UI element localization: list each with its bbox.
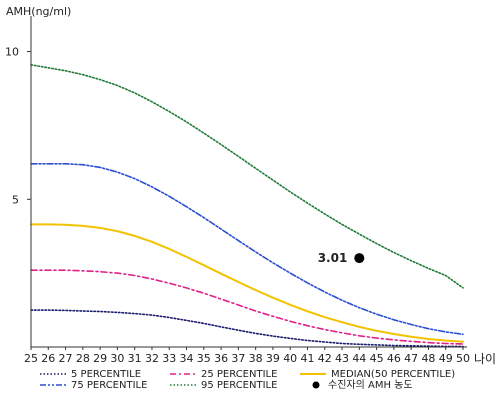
legend-label-2: MEDIAN(50 PERCENTILE) — [331, 369, 455, 380]
legend: 5 PERCENTILE 25 PERCENTILE MEDIAN(50 PERCE… — [40, 369, 455, 391]
x-tick-label: 37 — [231, 352, 245, 365]
legend-label-1: 25 PERCENTILE — [201, 369, 277, 380]
x-tick-label: 41 — [300, 352, 314, 365]
patient-point-label: 3.01 — [318, 251, 348, 265]
x-tick-label: 32 — [145, 352, 159, 365]
legend-label-0: 5 PERCENTILE — [71, 369, 141, 380]
patient-point — [354, 253, 365, 264]
x-tick-label: 46 — [387, 352, 401, 365]
x-tick-label: 29 — [93, 352, 107, 365]
y-tick-label: 10 — [5, 46, 19, 59]
legend-swatch-patient — [312, 381, 320, 389]
series-line-1 — [30, 269, 464, 345]
x-tick-label: 35 — [197, 352, 211, 365]
x-tick-label: 40 — [283, 352, 297, 365]
series-line-3 — [30, 163, 464, 336]
axis-ticks: 25 26 27 28 29 30 31 32 33 34 35 36 37 38 39 40 41 42 43 44… — [5, 46, 470, 365]
x-tick-label: 49 — [439, 352, 453, 365]
legend-label-3: 75 PERCENTILE — [71, 380, 147, 391]
x-tick-label: 30 — [110, 352, 124, 365]
y-tick-label: 5 — [12, 193, 19, 206]
x-tick-label: 48 — [421, 352, 435, 365]
x-tick-label: 27 — [59, 352, 73, 365]
x-tick-label: 28 — [76, 352, 90, 365]
x-tick-label: 31 — [128, 352, 142, 365]
series-line-4 — [30, 64, 464, 289]
legend-label-patient: 수진자의 AMH 농도 — [328, 379, 413, 391]
x-tick-label: 47 — [404, 352, 418, 365]
x-tick-label: 50 — [456, 352, 470, 365]
series-line-0 — [30, 309, 464, 348]
x-axis-title: 나이 — [474, 352, 496, 366]
y-axis-title: AMH(ng/ml) — [6, 5, 71, 18]
x-tick-label: 45 — [370, 352, 384, 365]
x-tick-label: 39 — [266, 352, 280, 365]
series-lines — [30, 64, 464, 348]
x-tick-label: 26 — [41, 352, 55, 365]
legend-label-4: 95 PERCENTILE — [201, 380, 277, 391]
x-tick-label: 44 — [352, 352, 366, 365]
x-tick-label: 43 — [335, 352, 349, 365]
x-tick-label: 33 — [162, 352, 176, 365]
axes: AMH(ng/ml) 나이 — [6, 5, 496, 366]
x-tick-label: 25 — [24, 352, 38, 365]
patient-point-group: 3.01 — [318, 251, 365, 265]
x-tick-label: 36 — [214, 352, 228, 365]
series-line-2 — [30, 223, 464, 343]
x-tick-label: 42 — [318, 352, 332, 365]
x-tick-label: 34 — [180, 352, 194, 365]
x-tick-label: 38 — [249, 352, 263, 365]
